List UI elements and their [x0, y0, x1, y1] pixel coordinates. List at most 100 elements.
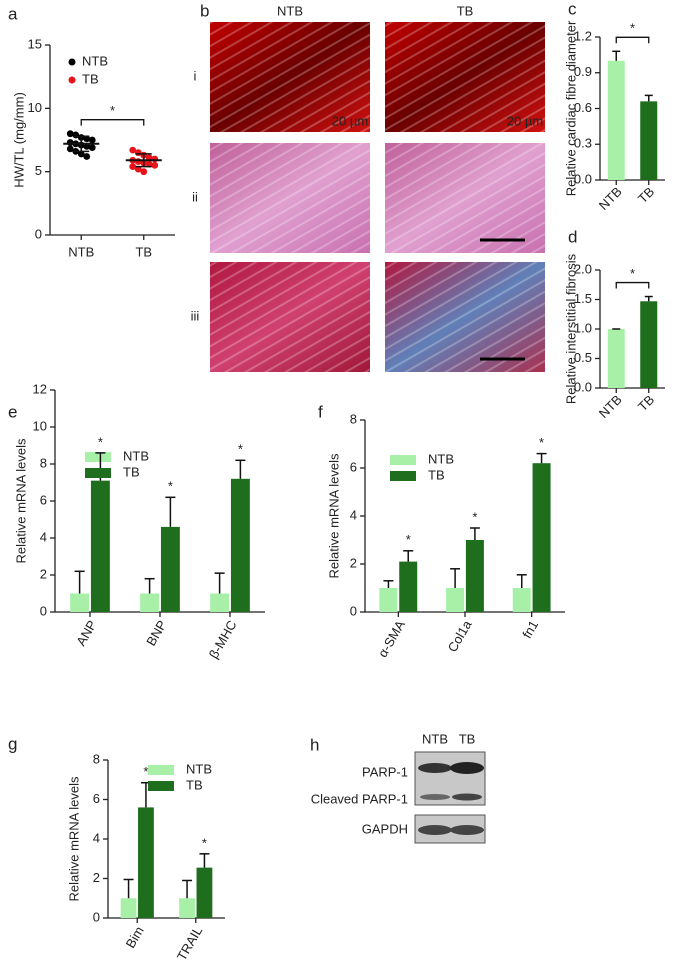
y-tick-label: 2	[350, 555, 357, 570]
bar	[70, 593, 90, 612]
bar	[120, 898, 137, 918]
column-label: NTB	[277, 3, 303, 18]
x-tick-label: fn1	[519, 618, 541, 641]
y-tick-label: 10	[33, 418, 47, 433]
legend-swatch	[148, 765, 174, 775]
y-tick-label: 0.0	[574, 171, 592, 186]
y-tick-label: 0.0	[574, 379, 592, 394]
y-tick-label: 2	[40, 566, 47, 581]
blot-column: NTB	[422, 731, 448, 746]
bar	[607, 60, 625, 181]
legend-label: NTB	[82, 53, 108, 68]
y-tick-label: 5	[35, 163, 42, 178]
x-tick-label: NTB	[68, 244, 94, 259]
significance: *	[168, 479, 173, 494]
bar	[210, 593, 230, 612]
bar	[512, 588, 531, 612]
bar	[446, 588, 465, 612]
y-tick-label: 6	[350, 459, 357, 474]
panel-letter: b	[200, 1, 209, 20]
bar	[399, 561, 418, 612]
band	[418, 825, 452, 835]
y-tick-label: 8	[40, 455, 47, 470]
band	[450, 762, 484, 774]
panel-letter: e	[8, 402, 17, 421]
y-tick-label: 2.0	[574, 261, 592, 276]
legend-swatch	[390, 455, 416, 465]
legend-swatch	[85, 452, 111, 462]
y-tick-label: 0	[40, 603, 47, 618]
y-tick-label: 1.5	[574, 291, 592, 306]
x-tick-label: α-SMA	[375, 617, 408, 659]
data-point	[66, 130, 74, 138]
panel-letter: f	[318, 402, 323, 421]
band	[418, 763, 452, 773]
histology-texture	[385, 262, 545, 372]
bar	[465, 540, 484, 612]
blot	[414, 751, 486, 844]
significance: *	[238, 442, 243, 457]
panel-letter: g	[8, 734, 17, 753]
data-point	[66, 145, 74, 153]
data-point	[151, 155, 159, 163]
x-tick-label: NTB	[596, 392, 625, 421]
significance: *	[472, 509, 477, 524]
data-point	[145, 160, 153, 168]
y-tick-label: 0	[93, 909, 100, 924]
blot-band-label: GAPDH	[362, 821, 408, 836]
y-axis-label: Relative mRNA levels	[326, 453, 341, 578]
panel-letter: c	[568, 0, 577, 18]
y-tick-label: 2	[93, 870, 100, 885]
bar	[640, 101, 658, 180]
panel-letter: h	[310, 735, 319, 754]
y-axis-label: Relative interstitial fibrosis	[563, 253, 578, 404]
row-label: iii	[191, 308, 200, 323]
bar	[196, 867, 213, 918]
significance: *	[143, 764, 148, 779]
bar	[138, 807, 154, 918]
y-tick-label: 0.6	[574, 100, 592, 115]
data-point	[151, 161, 159, 169]
significance: *	[202, 835, 207, 850]
y-axis-label: Relative mRNA levels	[66, 776, 81, 901]
y-tick-label: 1.2	[574, 28, 592, 43]
scale-label: 20 µm	[507, 113, 543, 128]
x-tick-label: TRAIL	[174, 924, 205, 963]
significance-bracket	[80, 119, 145, 126]
histology-texture	[385, 143, 545, 253]
data-point	[129, 163, 137, 171]
blot-column: TB	[459, 731, 476, 746]
significance-bracket	[615, 281, 650, 289]
significance: *	[539, 435, 544, 450]
y-tick-label: 10	[28, 100, 42, 115]
data-point	[77, 150, 85, 158]
y-tick-label: 4	[40, 529, 47, 544]
y-tick-label: 6	[40, 492, 47, 507]
y-tick-label: 8	[350, 411, 357, 426]
legend-label: NTB	[123, 448, 149, 463]
legend-swatch	[148, 781, 174, 791]
bar	[160, 526, 180, 612]
y-tick-label: 6	[93, 791, 100, 806]
bar	[179, 898, 195, 918]
bar	[532, 463, 551, 612]
y-tick-label: 0.3	[574, 136, 592, 151]
y-tick-label: 12	[33, 381, 47, 396]
histology-texture	[210, 143, 370, 253]
bar	[90, 480, 110, 612]
data-point	[83, 135, 91, 143]
y-tick-label: 1.0	[574, 320, 592, 335]
legend-swatch	[85, 468, 111, 478]
panel-letter: a	[8, 4, 18, 23]
significance: *	[630, 266, 635, 281]
band	[420, 794, 450, 800]
data-point	[140, 168, 148, 176]
significance: *	[630, 21, 635, 36]
y-axis-label: Relative mRNA levels	[13, 438, 28, 563]
y-tick-label: 0.5	[574, 350, 592, 365]
legend-marker	[68, 76, 76, 84]
row-label: i	[194, 68, 197, 83]
row-label: ii	[192, 189, 198, 204]
scale-label: 20 µm	[332, 113, 368, 128]
